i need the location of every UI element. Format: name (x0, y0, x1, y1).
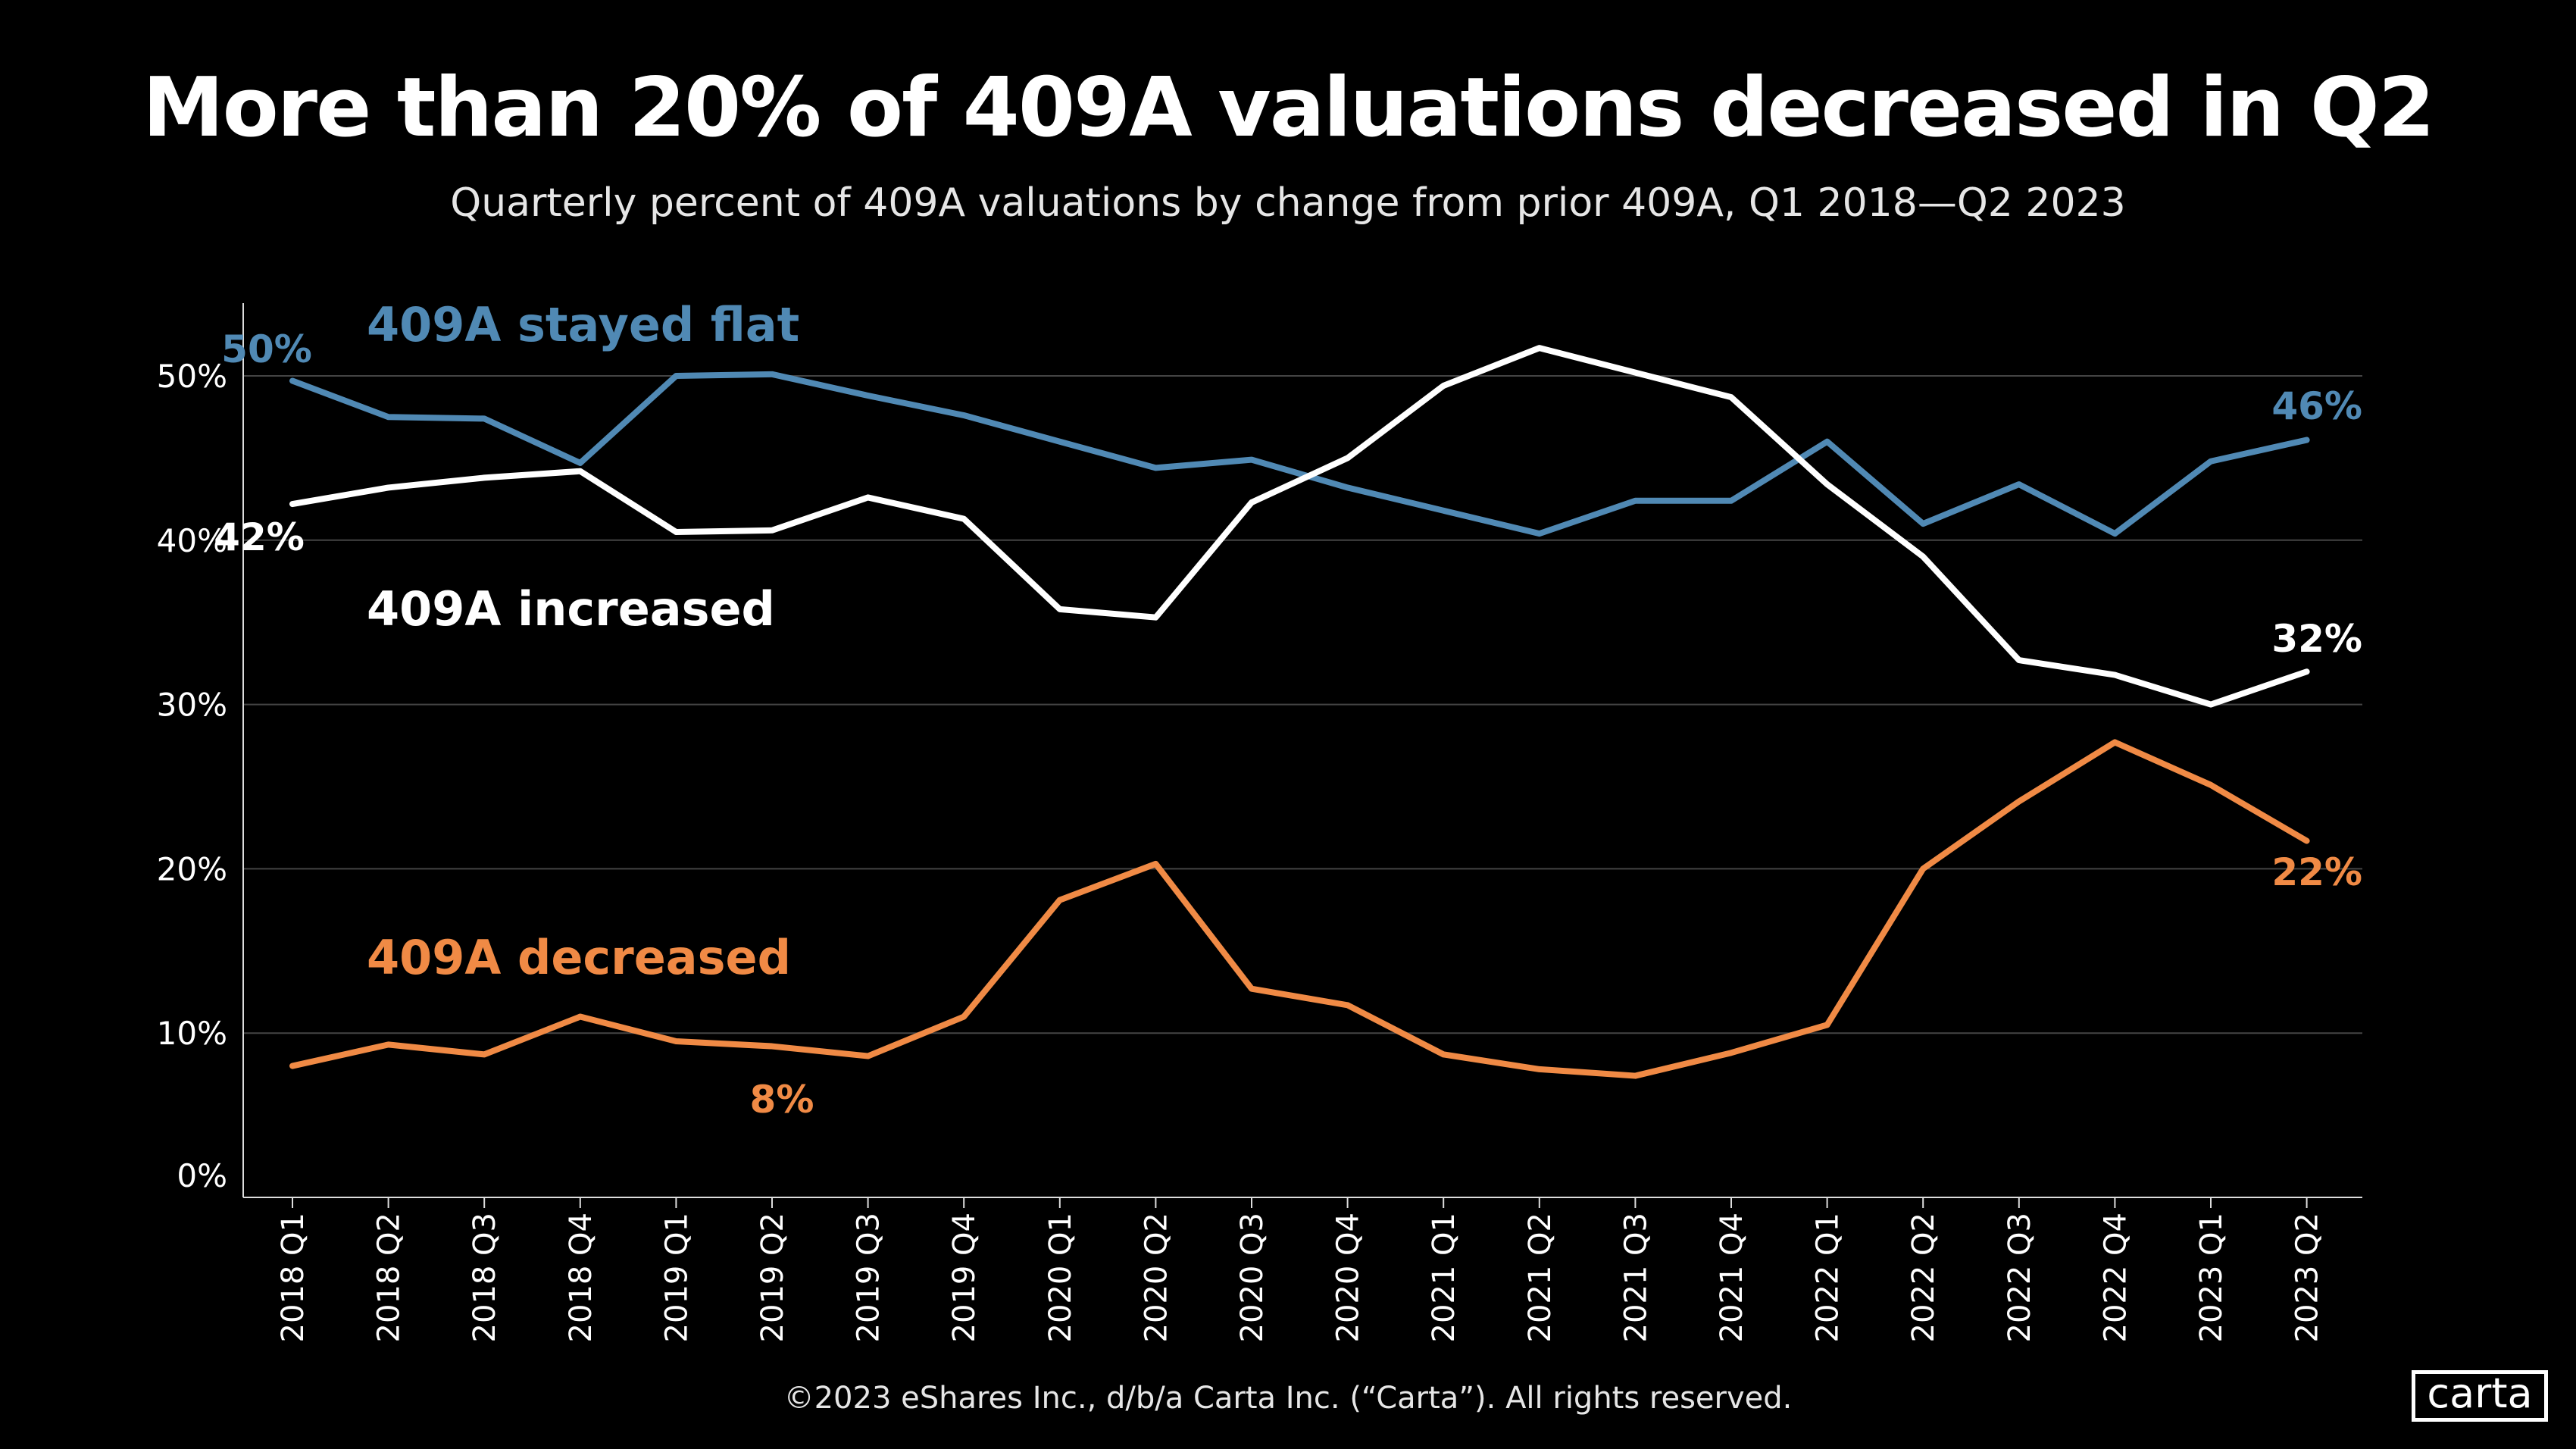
end-value-label: 46% (2271, 384, 2362, 428)
series-label: 409A stayed flat (367, 297, 799, 352)
x-tick-label: 2019 Q2 (755, 1213, 790, 1342)
series-line-0 (289, 371, 2310, 537)
x-tick-label: 2019 Q3 (852, 1213, 886, 1342)
y-tick-label: 20% (157, 850, 227, 887)
x-tick-label: 2021 Q4 (1715, 1213, 1749, 1342)
x-tick-label: 2021 Q2 (1523, 1213, 1558, 1342)
y-tick-label: 0% (177, 1157, 227, 1194)
y-tick-label: 10% (157, 1015, 227, 1052)
chart-title: More than 20% of 409A valuations decreas… (142, 61, 2435, 155)
series-label: 409A decreased (367, 930, 791, 985)
x-tick-label: 2020 Q4 (1331, 1213, 1366, 1342)
start-value-label: 8% (750, 1078, 814, 1122)
x-tick-label: 2020 Q1 (1043, 1213, 1078, 1342)
x-tick-label: 2021 Q1 (1427, 1213, 1462, 1342)
x-tick-label: 2022 Q3 (2002, 1213, 2037, 1342)
x-tick-label: 2018 Q2 (372, 1213, 407, 1342)
x-tick-label: 2018 Q4 (564, 1213, 599, 1342)
start-value-label: 42% (214, 515, 305, 559)
x-tick-label: 2022 Q1 (1811, 1213, 1846, 1342)
end-value-label: 22% (2271, 850, 2362, 894)
chart-subtitle: Quarterly percent of 409A valuations by … (450, 180, 2126, 226)
series-line-1 (289, 345, 2310, 708)
x-tick-label: 2020 Q3 (1235, 1213, 1270, 1342)
x-tick-label: 2023 Q1 (2194, 1213, 2229, 1342)
x-tick-label: 2018 Q1 (276, 1213, 311, 1342)
x-tick-label: 2019 Q1 (659, 1213, 694, 1342)
y-tick-label: 50% (157, 358, 227, 395)
series-label: 409A increased (367, 581, 775, 637)
x-tick-label: 2018 Q3 (467, 1213, 502, 1342)
x-tick-label: 2022 Q4 (2098, 1213, 2133, 1342)
x-tick-label: 2022 Q2 (1906, 1213, 1941, 1342)
x-tick-label: 2020 Q2 (1139, 1213, 1174, 1342)
x-tick-label: 2021 Q3 (1618, 1213, 1653, 1342)
end-value-label: 32% (2271, 617, 2362, 661)
start-value-label: 50% (221, 327, 312, 371)
copyright-footer: ©2023 eShares Inc., d/b/a Carta Inc. (“C… (783, 1381, 1793, 1416)
y-tick-label: 30% (157, 687, 227, 724)
x-tick-label: 2019 Q4 (947, 1213, 982, 1342)
series-line-2 (289, 739, 2310, 1079)
carta-logo: carta (2412, 1370, 2548, 1422)
y-tick-label: 40% (157, 522, 227, 559)
x-tick-label: 2023 Q2 (2290, 1213, 2325, 1342)
logo-text: carta (2427, 1369, 2533, 1417)
